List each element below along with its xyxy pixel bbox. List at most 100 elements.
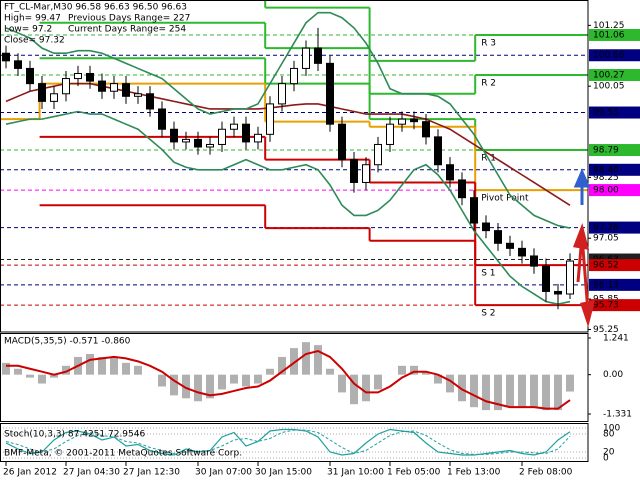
candle-body	[38, 83, 46, 102]
macd-bar	[410, 365, 418, 375]
macd-bar	[278, 356, 286, 375]
macd-bar	[26, 374, 34, 378]
candle-body	[50, 93, 58, 102]
macd-bar	[434, 374, 442, 384]
candle-body	[458, 179, 466, 199]
pivot-label: R 3	[481, 38, 496, 48]
macd-bar	[14, 368, 22, 375]
macd-bar	[1, 362, 10, 375]
price-level-label: 96.13	[593, 280, 619, 290]
candle-body	[410, 118, 418, 123]
candle-body	[206, 143, 214, 148]
candle-body	[218, 128, 226, 145]
macd-bar	[50, 374, 58, 378]
candle-body	[182, 138, 190, 143]
candle-body	[98, 80, 106, 92]
candle-body	[338, 123, 346, 161]
price-level-box	[589, 28, 640, 41]
footer: BMF-Meta, © 2001-2011 MetaQuotes Softwar…	[4, 449, 242, 459]
price-level-box	[589, 144, 640, 157]
macd-bar	[470, 374, 478, 408]
candle-body	[62, 78, 70, 95]
stoch-tick-label: 20	[603, 448, 615, 458]
price-level-label: 100.27	[593, 71, 625, 81]
macd-signal	[6, 349, 571, 410]
x-tick-label: 30 Jan 07:00	[195, 468, 252, 478]
macd-bar	[218, 374, 226, 390]
macd-bar	[62, 365, 70, 375]
macd-bar	[290, 348, 298, 375]
price-level-box	[589, 106, 640, 119]
candle-body	[422, 121, 430, 138]
macd-bar	[326, 368, 334, 375]
y-tick-label: 97.05	[593, 234, 619, 244]
candle-body	[242, 123, 250, 143]
candle-body	[518, 247, 526, 257]
candle-body	[86, 72, 94, 82]
candle-body	[314, 47, 322, 64]
stoch-panel	[0, 427, 588, 459]
candle-body	[302, 47, 310, 69]
candle-body	[530, 255, 538, 267]
macd-tick-label: -1.331	[603, 410, 632, 420]
candle-body	[434, 136, 442, 166]
stoch-tick-label: 100	[603, 424, 620, 434]
macd-bar	[302, 342, 310, 375]
price-level-label: 98.79	[593, 146, 619, 156]
candle-body	[194, 138, 202, 148]
macd-bar	[506, 374, 514, 408]
candle-body	[290, 67, 298, 85]
macd-tick-label: 1.241	[603, 334, 629, 344]
stoch-tick-label: 0	[603, 454, 609, 464]
candle-body	[254, 133, 262, 143]
macd-panel	[1, 342, 574, 411]
macd-bar	[542, 374, 550, 411]
price-level-box	[589, 259, 640, 272]
macd-bar	[134, 365, 142, 375]
x-tick-label: 27 Jan 04:30	[63, 468, 120, 478]
candle-body	[146, 93, 154, 110]
price-level-label: 96.52	[593, 261, 619, 271]
macd-bar	[98, 356, 106, 375]
macd-bar	[170, 374, 178, 396]
macd-tick-label: 0.00	[603, 370, 623, 380]
macd-bar	[338, 374, 346, 393]
macd-bar	[254, 374, 262, 384]
candle-body	[26, 67, 34, 85]
macd-title: MACD(5,35,5) -0.571 -0.860	[4, 337, 131, 347]
signal-arrows	[572, 168, 596, 328]
info-text: FT_CL-Mar,M30 96.58 96.63 96.50 96.63	[4, 3, 187, 13]
stoch-signal	[5, 429, 571, 455]
price-level-box	[589, 278, 640, 291]
candle-body	[134, 93, 142, 97]
info-text: Low= 97.2	[4, 25, 52, 35]
macd-bar	[374, 374, 382, 390]
price-frame	[0, 0, 589, 333]
info-text: Previous Days Range= 227	[68, 14, 190, 24]
y-tick-label: 100.05	[593, 82, 625, 92]
price-level-box	[589, 163, 640, 176]
candle-body	[110, 83, 118, 92]
pivot-label: S 1	[481, 269, 495, 279]
price-level-box	[589, 49, 640, 62]
x-tick-label: 2 Feb 08:00	[519, 468, 573, 478]
macd-bar	[446, 374, 454, 393]
price-level-box	[589, 184, 640, 197]
candle-body	[446, 164, 454, 181]
macd-bar	[122, 362, 130, 375]
macd-bar	[230, 374, 238, 384]
pivot-label: R 2	[481, 79, 496, 89]
macd-bar	[518, 374, 526, 408]
x-tick-label: 26 Jan 2012	[3, 468, 57, 478]
candle-body	[230, 123, 238, 130]
macd-bar	[86, 353, 94, 375]
price-level-label: 99.53	[593, 108, 619, 118]
candle-body	[542, 265, 550, 292]
x-tick-label: 1 Feb 13:00	[447, 468, 501, 478]
macd-bar	[194, 374, 202, 402]
info-text: Close= 97.32	[4, 36, 65, 46]
x-tick-label: 27 Jan 12:30	[123, 468, 180, 478]
x-tick-label: 31 Jan 10:00	[327, 468, 384, 478]
price-level-box	[589, 69, 640, 82]
